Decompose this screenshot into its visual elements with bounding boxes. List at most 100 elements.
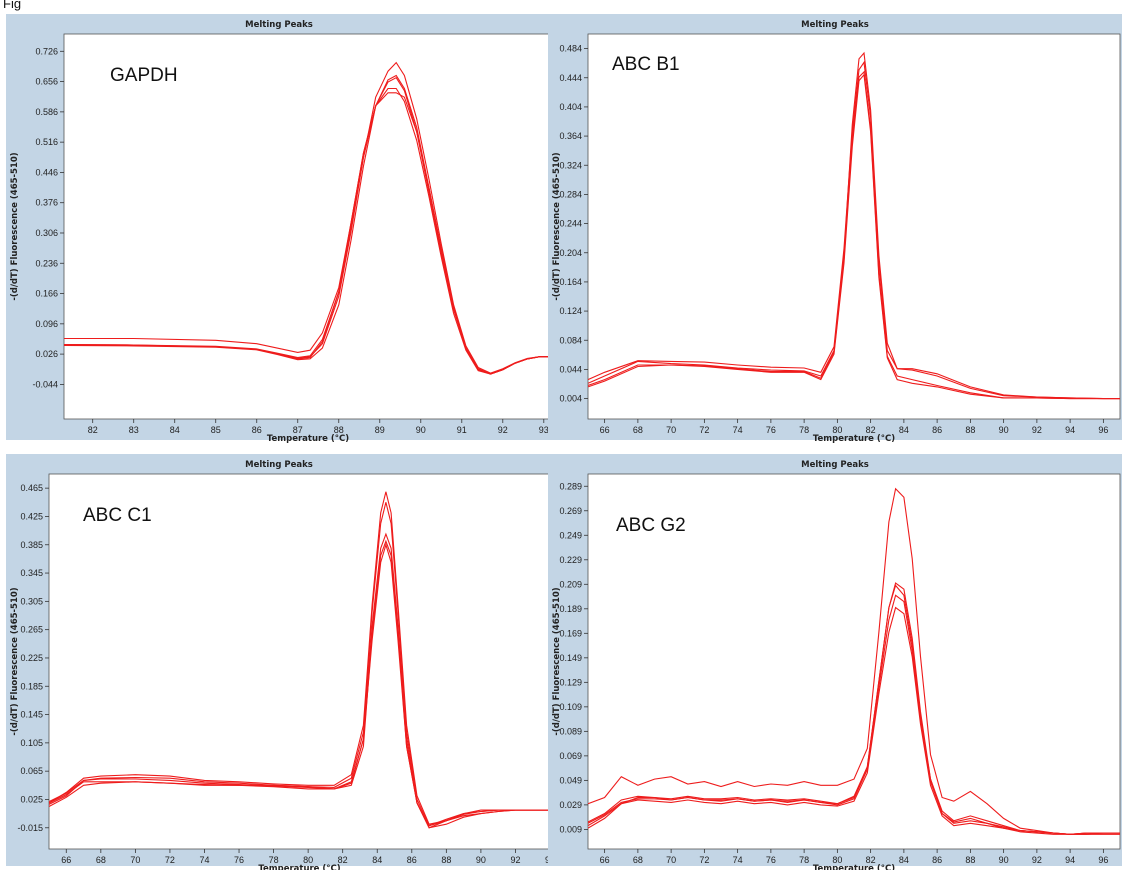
plot-area <box>48 473 551 850</box>
x-tick-label: 90 <box>999 855 1009 865</box>
melting-peaks-panel-abcc1: Melting Peaks 0.465 0.425 0.385 0.345 0.305 0.… <box>6 454 555 870</box>
y-tick-label: 0.189 <box>559 604 582 614</box>
melting-peaks-chart: Melting Peaks 0.465 0.425 0.385 0.345 0.305 0.… <box>10 460 555 870</box>
melting-peaks-chart: Melting Peaks 0.484 0.444 0.404 0.364 0.324 0.… <box>552 20 1121 444</box>
x-tick-label: 86 <box>932 425 942 435</box>
y-tick-label: 0.656 <box>35 77 58 87</box>
y-tick-label: 0.026 <box>35 349 58 359</box>
chart-title: Melting Peaks <box>245 20 313 30</box>
y-tick-label: 0.516 <box>35 137 58 147</box>
curve-group <box>588 51 1120 400</box>
x-tick-label: 89 <box>375 425 385 435</box>
x-tick-label: 94 <box>1065 425 1075 435</box>
y-tick-label: 0.726 <box>35 46 58 56</box>
x-tick-label: 80 <box>832 425 842 435</box>
gene-label: ABC G2 <box>616 515 686 536</box>
y-tick-label: 0.289 <box>559 481 582 491</box>
x-tick-label: 84 <box>372 855 382 865</box>
y-tick-label: 0.236 <box>35 258 58 268</box>
x-tick-label: 94 <box>1065 855 1075 865</box>
x-tick-label: 86 <box>252 425 262 435</box>
y-tick-label: 0.089 <box>559 726 582 736</box>
y-tick-label: 0.049 <box>559 775 582 785</box>
y-tick-label: 0.149 <box>559 653 582 663</box>
y-tick-label: 0.084 <box>559 335 582 345</box>
y-tick-label: 0.465 <box>20 483 43 493</box>
melting-curve <box>49 542 550 829</box>
y-axis-label: -(d/dT) Fluorescence (465-510) <box>10 152 20 300</box>
y-tick-label: 0.376 <box>35 198 58 208</box>
y-tick-label: 0.096 <box>35 319 58 329</box>
y-tick-label: 0.225 <box>20 653 43 663</box>
y-tick-label: 0.029 <box>559 800 582 810</box>
x-tick-label: 68 <box>633 855 643 865</box>
melting-curve <box>49 491 550 825</box>
x-tick-label: 78 <box>799 425 809 435</box>
y-tick-label: 0.025 <box>20 794 43 804</box>
x-tick-label: 88 <box>965 855 975 865</box>
y-tick-label: 0.324 <box>559 160 582 170</box>
y-tick-label: 0.164 <box>559 277 582 287</box>
x-tick-label: 68 <box>96 855 106 865</box>
y-tick-label: 0.069 <box>559 751 582 761</box>
x-tick-label: 82 <box>866 425 876 435</box>
x-tick-label: 72 <box>699 855 709 865</box>
x-tick-label: 96 <box>1098 855 1108 865</box>
x-tick-label: 84 <box>899 425 909 435</box>
x-tick-label: 76 <box>234 855 244 865</box>
y-tick-label: 0.124 <box>559 306 582 316</box>
y-tick-label: 0.009 <box>559 824 582 834</box>
x-tick-label: 68 <box>633 425 643 435</box>
gene-label: ABC C1 <box>83 505 152 526</box>
y-tick-label: 0.265 <box>20 625 43 635</box>
x-tick-label: 66 <box>61 855 71 865</box>
x-tick-label: 70 <box>666 855 676 865</box>
melting-curve <box>588 51 1120 400</box>
x-tick-label: 70 <box>130 855 140 865</box>
x-tick-label: 76 <box>766 855 776 865</box>
y-tick-label: -0.015 <box>17 823 43 833</box>
melting-peaks-chart: Melting Peaks 0.289 0.269 0.249 0.229 0.209 0.… <box>552 460 1121 870</box>
x-tick-label: 87 <box>293 425 303 435</box>
x-tick-label: 92 <box>1032 855 1042 865</box>
y-tick-label: 0.004 <box>559 394 582 404</box>
y-tick-label: 0.169 <box>559 628 582 638</box>
x-tick-label: 84 <box>899 855 909 865</box>
x-tick-label: 82 <box>88 425 98 435</box>
y-tick-label: 0.364 <box>559 131 582 141</box>
x-tick-label: 78 <box>269 855 279 865</box>
y-tick-label: 0.244 <box>559 219 582 229</box>
y-tick-label: 0.306 <box>35 228 58 238</box>
x-tick-label: 88 <box>441 855 451 865</box>
x-tick-label: 92 <box>510 855 520 865</box>
x-tick-label: 96 <box>1098 425 1108 435</box>
x-tick-label: 88 <box>334 425 344 435</box>
x-tick-label: 86 <box>407 855 417 865</box>
melting-peaks-panel-abcg2: Melting Peaks 0.289 0.269 0.249 0.229 0.209 0.… <box>548 454 1122 870</box>
x-tick-label: 70 <box>666 425 676 435</box>
x-axis-label: Temperature (°C) <box>813 864 895 870</box>
y-tick-label: 0.404 <box>559 102 582 112</box>
x-tick-label: 88 <box>965 425 975 435</box>
x-tick-label: 74 <box>733 855 743 865</box>
y-tick-label: 0.185 <box>20 681 43 691</box>
x-tick-label: 90 <box>416 425 426 435</box>
y-tick-label: 0.446 <box>35 167 58 177</box>
y-tick-label: 0.166 <box>35 289 58 299</box>
y-tick-label: 0.204 <box>559 248 582 258</box>
x-tick-label: 82 <box>866 855 876 865</box>
x-tick-label: 91 <box>457 425 467 435</box>
x-tick-label: 84 <box>170 425 180 435</box>
y-tick-label: 0.284 <box>559 189 582 199</box>
x-tick-label: 78 <box>799 855 809 865</box>
gene-label: ABC B1 <box>612 54 680 75</box>
x-tick-label: 86 <box>932 855 942 865</box>
melting-curve <box>588 487 1120 835</box>
x-axis-label: Temperature (°C) <box>258 864 340 870</box>
y-tick-label: 0.385 <box>20 540 43 550</box>
curve-group <box>64 61 552 375</box>
curve-group <box>588 487 1120 835</box>
y-tick-label: 0.425 <box>20 511 43 521</box>
x-tick-label: 93 <box>539 425 549 435</box>
x-tick-label: 76 <box>766 425 776 435</box>
